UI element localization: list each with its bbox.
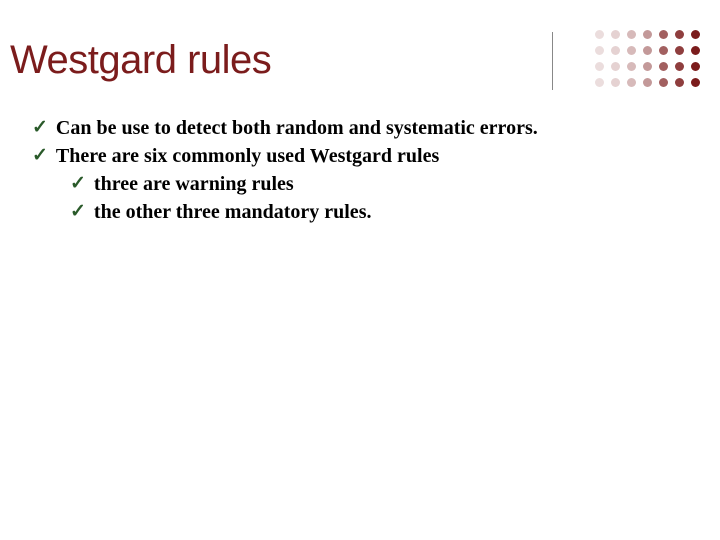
decorative-dot: [627, 46, 636, 55]
decorative-dot: [595, 78, 604, 87]
decorative-dot: [659, 62, 668, 71]
sub-bullet-item: ✓ the other three mandatory rules.: [70, 199, 688, 225]
sub-bullet-list: ✓ three are warning rules ✓ the other three…: [32, 171, 688, 225]
decorative-dot: [595, 30, 604, 39]
decorative-dot: [691, 46, 700, 55]
bullet-item: ✓ Can be use to detect both random and sy…: [32, 115, 688, 141]
decorative-dot: [643, 46, 652, 55]
decorative-dot: [627, 78, 636, 87]
decorative-dot: [659, 46, 668, 55]
decorative-dot: [611, 78, 620, 87]
bullet-text: There are six commonly used Westgard rul…: [56, 143, 439, 169]
check-icon: ✓: [32, 143, 48, 169]
bullet-text: Can be use to detect both random and sys…: [56, 115, 538, 141]
decorative-dot: [675, 62, 684, 71]
decorative-dot: [691, 78, 700, 87]
bullet-list: ✓ Can be use to detect both random and sy…: [32, 115, 688, 225]
decorative-dot: [595, 62, 604, 71]
decorative-dot: [675, 30, 684, 39]
check-icon: ✓: [70, 199, 86, 225]
sub-bullet-text: the other three mandatory rules.: [94, 199, 372, 225]
check-icon: ✓: [32, 115, 48, 141]
decorative-dot: [643, 62, 652, 71]
decorative-dot: [675, 46, 684, 55]
decorative-dot: [611, 62, 620, 71]
content-area: ✓ Can be use to detect both random and sy…: [0, 93, 720, 225]
sub-bullet-text: three are warning rules: [94, 171, 294, 197]
bullet-item: ✓ There are six commonly used Westgard ru…: [32, 143, 688, 169]
decorative-dot: [643, 30, 652, 39]
decorative-dot: [691, 30, 700, 39]
check-icon: ✓: [70, 171, 86, 197]
decorative-dot: [595, 46, 604, 55]
sub-bullet-item: ✓ three are warning rules: [70, 171, 688, 197]
decorative-dot: [627, 62, 636, 71]
decorative-dot: [659, 30, 668, 39]
decorative-dot: [611, 30, 620, 39]
decorative-dot: [675, 78, 684, 87]
title-divider-line: [552, 32, 553, 90]
decorative-dot: [659, 78, 668, 87]
decorative-dot: [611, 46, 620, 55]
decorative-dot: [627, 30, 636, 39]
decorative-dot: [643, 78, 652, 87]
title-area: Westgard rules: [0, 0, 720, 93]
decorative-dot: [691, 62, 700, 71]
decorative-dot-grid: [593, 28, 702, 89]
